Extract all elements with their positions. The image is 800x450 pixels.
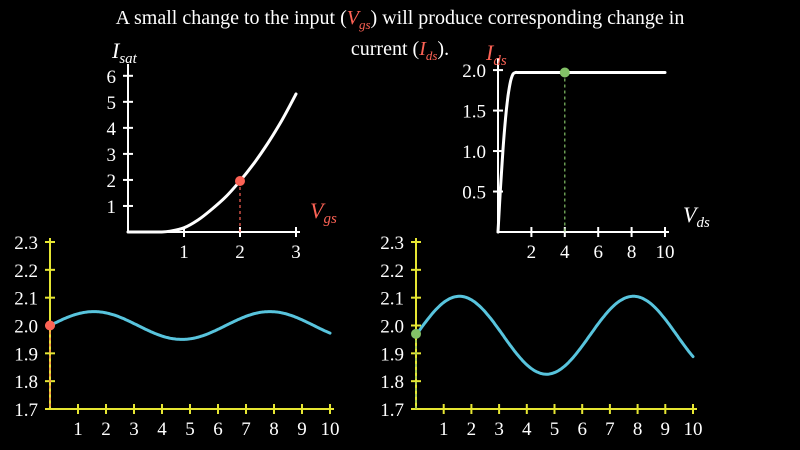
input-wave-x-tick-label: 3	[129, 419, 139, 440]
ids-vs-vds-x-tick-label: 6	[593, 242, 603, 263]
isat-vs-vgs-marker-dot	[235, 175, 245, 186]
isat-vs-vgs-x-axis-title: Vgs	[310, 198, 337, 227]
output-wave-x-tick-label: 5	[550, 419, 560, 440]
ids-vs-vds-y-tick-label: 2.0	[462, 61, 486, 82]
input-wave-x-tick-label: 9	[297, 419, 307, 440]
output-wave-y-tick-label: 1.8	[380, 372, 404, 393]
isat-vs-vgs-x-tick-label: 2	[235, 242, 245, 263]
isat-vs-vgs-series-line	[126, 92, 298, 234]
caption-text-2: ) will produce corresponding change in	[370, 7, 685, 29]
input-wave-y-tick-label: 2.0	[14, 317, 38, 338]
output-wave-x-tick-label: 7	[605, 419, 615, 440]
input-wave-x-tick-label: 7	[241, 419, 251, 440]
isat-vs-vgs-y-tick-label: 2	[107, 171, 117, 192]
isat-vs-vgs-y-tick-label: 3	[107, 145, 117, 166]
input-wave-x-tick-label: 10	[321, 419, 340, 440]
caption-ids-main: I	[419, 38, 426, 60]
caption-ids-sub: ds	[425, 48, 438, 63]
ids-vs-vds-x-axis-title-main: V	[683, 202, 699, 227]
input-wave-series-line	[48, 310, 332, 341]
isat-vs-vgs-y-axis-title: Isat	[111, 38, 138, 67]
ids-vs-vds-y-axis-title-main: I	[485, 40, 495, 65]
isat-vs-vgs-x-axis-title-sub: gs	[323, 211, 337, 227]
ids-vs-vds-marker-dot	[559, 67, 570, 78]
ids-vs-vds-x-tick-label: 4	[560, 242, 570, 263]
ids-vs-vds-x-tick-label: 8	[627, 242, 637, 263]
ids-vs-vds-y-axis-title: Ids	[485, 40, 507, 69]
output-wave-y-tick-label: 2.2	[380, 261, 404, 282]
ids-vs-vds-x-axis-title: Vds	[683, 202, 710, 231]
input-wave-y-tick-label: 2.3	[14, 233, 38, 254]
isat-vs-vgs-y-tick-label: 1	[107, 197, 117, 218]
input-wave-x-tick-label: 1	[73, 419, 83, 440]
output-wave-y-tick-label: 2.0	[380, 317, 404, 338]
output-wave-y-tick-label: 2.3	[380, 233, 404, 254]
caption-text-4: ).	[437, 38, 450, 60]
output-wave-y-tick-label: 1.9	[380, 344, 404, 365]
input-wave-y-tick-label: 1.9	[14, 344, 38, 365]
isat-vs-vgs-x-tick-label: 3	[291, 242, 301, 263]
isat-vs-vgs-y-axis-title-sub: sat	[119, 51, 137, 67]
ids-vs-vds-x-tick-label: 10	[656, 242, 675, 263]
ids-vs-vds-x-tick-label: 2	[527, 242, 537, 263]
ids-vs-vds-y-tick-label: 0.5	[462, 183, 486, 204]
input-wave-y-tick-label: 2.1	[14, 289, 38, 310]
isat-vs-vgs-y-axis-title-main: I	[111, 38, 121, 63]
output-wave-x-tick-label: 3	[494, 419, 504, 440]
output-wave-x-tick-label: 2	[467, 419, 477, 440]
input-wave-x-tick-label: 6	[213, 419, 223, 440]
caption-vgs: Vgs	[346, 7, 371, 32]
output-wave-x-tick-label: 10	[684, 419, 703, 440]
ids-vs-vds-y-tick-label: 1.0	[462, 142, 486, 163]
caption-line-2: current (Ids).	[0, 37, 800, 68]
output-wave-x-tick-label: 9	[661, 419, 671, 440]
caption-text-3: current (	[350, 38, 420, 60]
caption: A small change to the input (Vgs) will p…	[0, 6, 800, 68]
input-wave-x-tick-label: 2	[101, 419, 111, 440]
input-wave-x-tick-label: 8	[269, 419, 279, 440]
caption-ids: Ids	[419, 38, 438, 63]
isat-vs-vgs-x-tick-label: 1	[179, 242, 189, 263]
isat-vs-vgs-x-axis-title-main: V	[310, 198, 326, 223]
caption-text-1: A small change to the input (	[115, 7, 347, 29]
input-wave-y-tick-label: 1.7	[14, 400, 38, 421]
output-wave-x-tick-label: 1	[439, 419, 449, 440]
output-wave-y-tick-label: 2.1	[380, 289, 404, 310]
ids-vs-vds-y-axis-title-sub: ds	[493, 53, 507, 69]
caption-vgs-sub: gs	[358, 17, 371, 32]
input-wave-y-tick-label: 1.8	[14, 372, 38, 393]
isat-vs-vgs-y-tick-label: 6	[107, 67, 117, 88]
input-wave-x-tick-label: 4	[157, 419, 167, 440]
output-wave-x-tick-label: 4	[522, 419, 532, 440]
isat-vs-vgs-y-tick-label: 5	[107, 93, 117, 114]
input-wave-x-tick-label: 5	[185, 419, 195, 440]
output-wave-x-tick-label: 6	[577, 419, 587, 440]
output-wave-y-tick-label: 1.7	[380, 400, 404, 421]
output-wave-series-line	[414, 294, 695, 376]
isat-vs-vgs-y-tick-label: 4	[107, 119, 117, 140]
ids-vs-vds-x-axis-title-sub: ds	[696, 215, 710, 231]
caption-line-1: A small change to the input (Vgs) will p…	[0, 6, 800, 37]
output-wave-x-tick-label: 8	[633, 419, 643, 440]
input-wave-marker-dot	[45, 320, 55, 331]
ids-vs-vds-series-line	[496, 70, 667, 234]
ids-vs-vds-y-tick-label: 1.5	[462, 102, 486, 123]
input-wave-y-tick-label: 2.2	[14, 261, 38, 282]
output-wave-marker-dot	[411, 328, 421, 339]
caption-vgs-main: V	[346, 7, 359, 29]
